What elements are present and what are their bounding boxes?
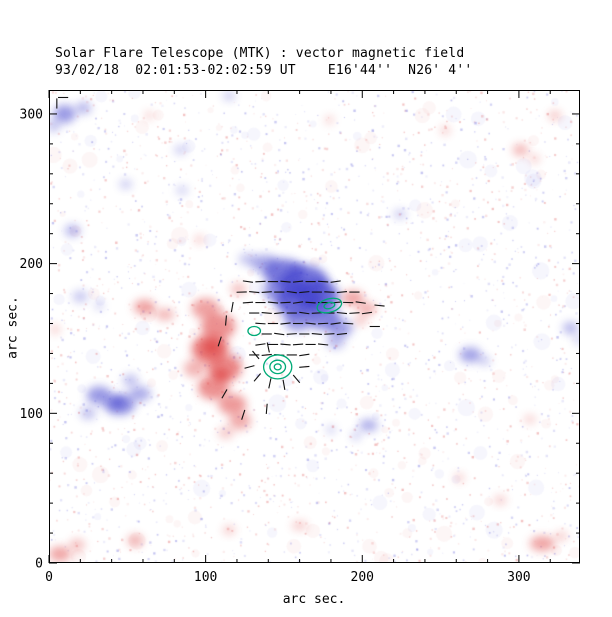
y-tick-label: 200 bbox=[20, 257, 43, 272]
x-axis-label: arc sec. bbox=[282, 592, 346, 607]
y-tick-label: 0 bbox=[35, 557, 43, 572]
plot-title: Solar Flare Telescope (MTK) : vector mag… bbox=[55, 46, 465, 61]
x-tick-label: 200 bbox=[351, 570, 374, 585]
y-axis-label: arc sec. bbox=[5, 296, 21, 359]
polarity-blobs bbox=[49, 91, 580, 562]
field-contours bbox=[247, 297, 343, 380]
x-tick-label: 0 bbox=[45, 570, 53, 585]
plot-axes: 0 100 200 300 0 100 200 300 bbox=[20, 90, 580, 585]
y-tick-label: 300 bbox=[20, 107, 43, 122]
x-tick-label: 100 bbox=[194, 570, 217, 585]
x-tick-label: 300 bbox=[507, 570, 530, 585]
field-vectors bbox=[56, 96, 385, 420]
y-tick-label: 100 bbox=[20, 407, 43, 422]
plot-subtitle: 93/02/18 02:01:53-02:02:59 UT E16'44'' N… bbox=[55, 63, 473, 78]
